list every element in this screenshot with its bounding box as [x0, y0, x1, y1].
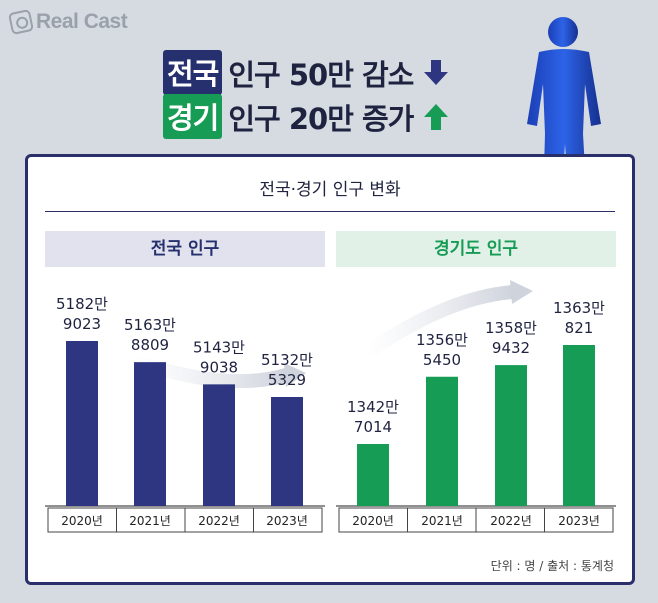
x-tick-label: 2023년 [558, 514, 600, 528]
bar-2021년 [426, 376, 458, 506]
value-label-bottom: 5450 [423, 351, 461, 369]
bar-2022년 [203, 384, 235, 506]
x-tick-label: 2022년 [198, 514, 240, 528]
value-label-top: 1358만 [485, 319, 537, 337]
value-label-bottom: 9023 [63, 315, 101, 333]
headline-gyeonggi-tag: 경기 [163, 94, 223, 139]
x-tick-label: 2022년 [490, 514, 532, 528]
value-label-top: 1363만 [553, 299, 605, 317]
bar-charts: 5182만 9023 2020년 5163만 8809 2021년 5143만 9038 202… [45, 280, 616, 533]
real-cast-logo: Real Cast [7, 8, 128, 36]
value-label-bottom: 8809 [131, 336, 169, 354]
arrow-down-icon [423, 59, 449, 86]
value-label-top: 5163만 [124, 316, 176, 334]
value-label-bottom: 5329 [268, 371, 306, 389]
brand-name: Real Cast [36, 10, 128, 33]
bar-2023년 [271, 397, 303, 506]
value-label-top: 1342만 [347, 398, 399, 416]
growth-trend-arrow [361, 285, 520, 359]
real-cast-logo-icon [7, 8, 35, 36]
x-tick-label: 2021년 [421, 514, 463, 528]
headline-national-text: 인구 50만 감소 [228, 57, 414, 92]
value-label-top: 5182만 [56, 295, 108, 313]
growth-trend-arrowhead [510, 280, 533, 304]
headline-national: 전국 인구 50만 감소 [163, 50, 503, 95]
value-label-top: 1356만 [416, 331, 468, 349]
bar-2020년 [357, 444, 389, 506]
value-label-top: 5143만 [193, 338, 245, 356]
value-label-top: 5132만 [261, 351, 313, 369]
value-label-bottom: 9432 [492, 339, 530, 357]
gyeonggi-panel-header: 경기도 인구 [336, 231, 616, 267]
value-label-bottom: 7014 [354, 418, 392, 436]
value-label-bottom: 821 [565, 319, 594, 337]
source-footnote: 단위 : 명 / 출처 : 통계청 [490, 559, 614, 573]
bar-2022년 [495, 365, 527, 506]
bar-2023년 [563, 345, 595, 506]
headline-national-tag: 전국 [163, 50, 223, 95]
bar-2020년 [66, 341, 98, 506]
national-panel-header: 전국 인구 [45, 231, 325, 267]
chart-title: 전국·경기 인구 변화 [259, 180, 401, 200]
bar-2021년 [134, 362, 166, 506]
decline-trend-arrowhead [284, 363, 306, 387]
x-tick-label: 2020년 [61, 514, 103, 528]
headline-gyeonggi: 경기 인구 20만 증가 [163, 94, 503, 139]
x-tick-label: 2020년 [352, 514, 394, 528]
x-tick-label: 2021년 [129, 514, 171, 528]
x-tick-label: 2023년 [266, 514, 308, 528]
title-divider [45, 211, 615, 212]
headline-gyeonggi-text: 인구 20만 증가 [228, 101, 414, 136]
chart-card: 전국·경기 인구 변화 전국 인구 경기도 인구 5182만 9023 2020년 5… [25, 154, 635, 585]
value-label-bottom: 9038 [200, 358, 238, 376]
arrow-up-icon [423, 103, 449, 130]
